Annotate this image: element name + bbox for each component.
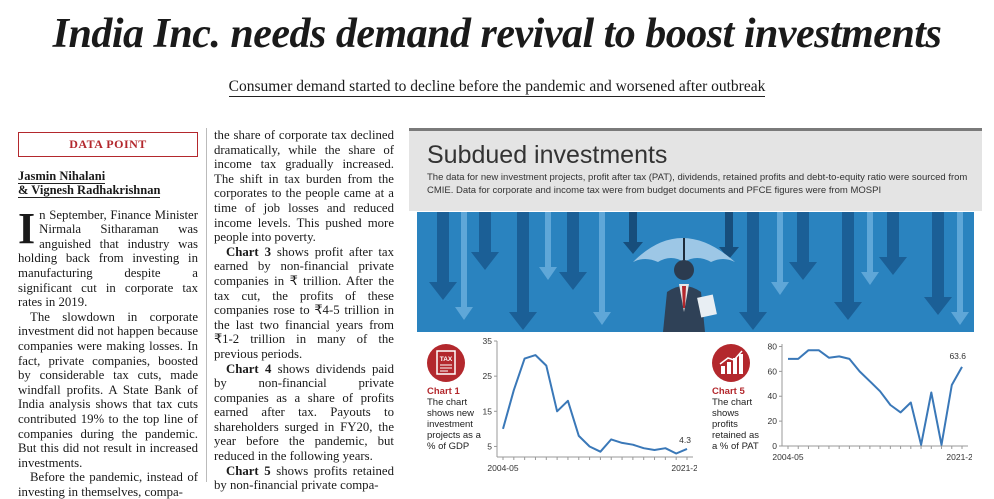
dropcap: I	[18, 211, 35, 247]
paragraph: the share of corporate tax declined dram…	[214, 128, 394, 245]
author-1: Jasmin Nihalani	[18, 169, 105, 184]
infographic-header: Subdued investments The data for new inv…	[409, 128, 982, 211]
x-start-label: 2004-05	[772, 452, 803, 462]
umbrella-businessman-illustration	[417, 212, 974, 332]
infographic-panel: Subdued investments The data for new inv…	[409, 128, 982, 482]
section-label: DATA POINT	[18, 132, 198, 157]
article-column-2: the share of corporate tax declined dram…	[214, 128, 394, 493]
chart-1-caption-text: The chart shows new investment projects …	[427, 397, 481, 452]
chart-5-caption: Chart 5 The chart shows profits retained…	[712, 386, 766, 452]
y-tick-label: 25	[483, 371, 493, 381]
paragraph-text: shows profit after tax earned by non-fin…	[214, 245, 394, 361]
y-tick-label: 5	[487, 441, 492, 451]
tax-receipt-icon: TAX	[427, 344, 465, 382]
paragraph: The slowdown in corporate investment did…	[18, 310, 198, 471]
x-end-label: 2021-22	[671, 463, 697, 473]
article-column-1: DATA POINT Jasmin Nihalani & Vignesh Rad…	[18, 132, 198, 499]
chart-ref: Chart 5	[226, 464, 271, 478]
chart-ref: Chart 4	[226, 362, 271, 376]
paragraph: Before the pandemic, instead of investin…	[18, 470, 198, 499]
chart-5-caption-text: The chart shows profits retained as a % …	[712, 397, 759, 452]
bar-growth-icon	[712, 344, 750, 382]
end-value-label: 4.3	[679, 435, 691, 445]
end-value-label: 63.6	[949, 351, 966, 361]
x-end-label: 2021-22	[946, 452, 972, 462]
chart-1: 5 15 25 35 2004-05 2021-22 4.3	[477, 334, 697, 482]
author-2: & Vignesh Radhakrishnan	[18, 183, 160, 198]
x-start-label: 2004-05	[487, 463, 518, 473]
chart-1-box: TAX Chart 1 The chart shows new investme…	[417, 334, 697, 482]
paragraph: Chart 4 shows dividends paid by non-fina…	[214, 362, 394, 464]
y-tick-label: 80	[768, 341, 778, 351]
y-tick-label: 60	[768, 366, 778, 376]
chart-5-name: Chart 5	[712, 386, 766, 397]
y-tick-label: 0	[772, 441, 777, 451]
y-tick-label: 15	[483, 406, 493, 416]
byline: Jasmin Nihalani & Vignesh Radhakrishnan	[18, 169, 198, 197]
paragraph: Chart 3 shows profit after tax earned by…	[214, 245, 394, 362]
paragraph-text: n September, Finance Minister Nirmala Si…	[18, 208, 198, 310]
y-tick-label: 35	[483, 336, 493, 346]
infographic-title: Subdued investments	[427, 141, 667, 170]
column-divider	[206, 128, 207, 482]
series-line	[503, 355, 687, 453]
svg-text:TAX: TAX	[440, 356, 453, 363]
paragraph: Chart 5 shows profits retained by non-fi…	[214, 464, 394, 493]
chart-5: 0 20 40 60 80 2004-05 2021-22 63.6	[760, 334, 972, 482]
headline: India Inc. needs demand revival to boost…	[0, 10, 994, 58]
deck-text: Consumer demand started to decline befor…	[229, 78, 766, 97]
infographic-subtitle: The data for new investment projects, pr…	[427, 172, 972, 197]
y-tick-label: 40	[768, 391, 778, 401]
deck: Consumer demand started to decline befor…	[0, 78, 994, 96]
series-line	[788, 350, 962, 445]
chart-1-caption: Chart 1 The chart shows new investment p…	[427, 386, 481, 452]
paragraph-text: shows dividends paid by non-financial pr…	[214, 362, 394, 464]
chart-1-name: Chart 1	[427, 386, 481, 397]
chart-5-box: Chart 5 The chart shows profits retained…	[702, 334, 974, 482]
y-tick-label: 20	[768, 416, 778, 426]
chart-ref: Chart 3	[226, 245, 271, 259]
